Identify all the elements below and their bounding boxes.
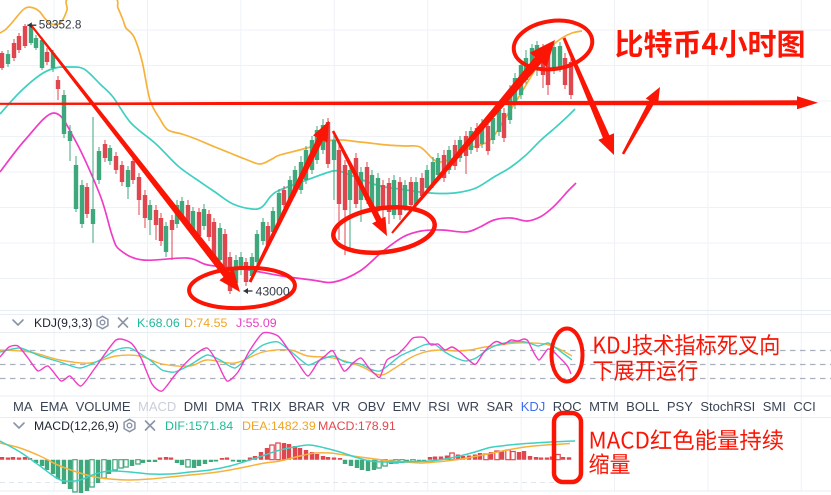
svg-text:58352.8: 58352.8 <box>39 17 82 31</box>
svg-text:43000: 43000 <box>256 284 290 298</box>
svg-text:K:68.06: K:68.06 <box>137 316 180 330</box>
svg-text:DIF:1571.84: DIF:1571.84 <box>165 419 233 433</box>
svg-text:DEA:1482.39: DEA:1482.39 <box>242 419 316 433</box>
svg-text:KDJ(9,3,3): KDJ(9,3,3) <box>34 316 92 330</box>
svg-text:J:55.09: J:55.09 <box>236 316 277 330</box>
svg-text:MACD(12,26,9): MACD(12,26,9) <box>34 419 119 433</box>
svg-text:D:74.55: D:74.55 <box>184 316 228 330</box>
svg-text:MACD:178.91: MACD:178.91 <box>318 419 396 433</box>
